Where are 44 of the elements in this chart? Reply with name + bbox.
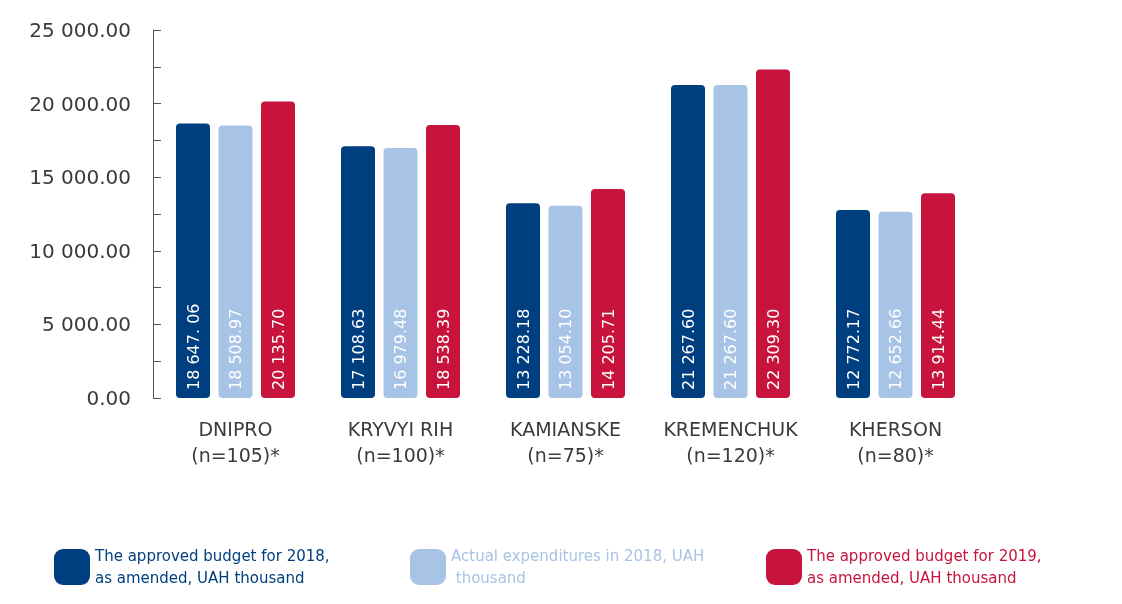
bar [548, 205, 583, 398]
bar [426, 125, 460, 398]
data-label: 16 979.48 [391, 308, 410, 390]
y-tick-label: 0.00 [86, 386, 131, 410]
y-tick-label: 10 000.00 [29, 238, 131, 263]
x-tick-label: KHERSON (n=80)* [848, 418, 943, 466]
y-tick-label: 20 000.00 [29, 91, 131, 116]
x-tick-label: KREMENCHUK (n=120)* [663, 418, 799, 466]
y-tick-label: 15 000.00 [29, 165, 131, 190]
bar [671, 84, 705, 398]
data-label: 17 108.63 [348, 308, 368, 390]
bar [713, 84, 748, 398]
bar [591, 188, 625, 398]
legend-label: The approved budget for 2018, as amended, UAH thousand [94, 547, 335, 587]
data-label: 18 538.39 [433, 308, 453, 390]
x-tick-label: KAMIANSKE (n=75)* [510, 418, 621, 466]
data-label: 20 135.70 [268, 308, 288, 390]
bar [878, 211, 913, 398]
y-tick-label: 5 000.00 [41, 312, 131, 337]
bar [383, 148, 418, 398]
data-label: 13 054.10 [556, 308, 575, 390]
bar [261, 101, 295, 398]
data-label: 14 205.71 [598, 308, 618, 390]
data-label: 21 267.60 [678, 308, 698, 390]
data-label: 13 914.44 [928, 308, 948, 390]
data-label: 13 228.18 [513, 308, 533, 390]
bar [176, 123, 210, 398]
legend-label: Actual expenditures in 2018, UAH thousand [451, 547, 705, 587]
data-label: 18 647. 06 [183, 303, 203, 390]
bar [921, 193, 955, 398]
y-tick-label: 25 000.00 [29, 18, 131, 42]
bar [341, 146, 375, 398]
bar [218, 125, 253, 398]
data-label: 21 267.60 [721, 308, 740, 390]
bar [756, 69, 790, 398]
legend-label: The approved budget for 2019, as amended, UAH thousand [806, 547, 1047, 587]
x-tick-label: DNIPRO (n=105)* [191, 418, 280, 466]
data-label: 12 772.17 [843, 308, 863, 390]
data-label: 22 309.30 [763, 308, 783, 390]
bar [506, 203, 540, 398]
data-label: 18 508.97 [226, 308, 245, 390]
data-label: 12 652.66 [886, 308, 905, 390]
bar [836, 209, 870, 398]
x-tick-label: KRYVYI RIH (n=100)* [347, 418, 454, 466]
